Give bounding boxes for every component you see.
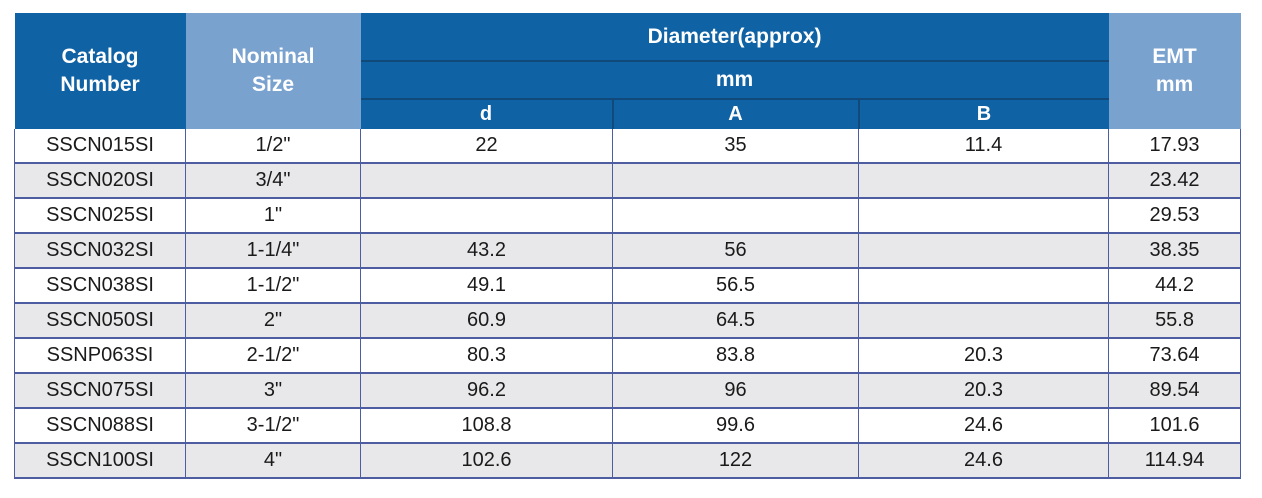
cell-catalog: SSCN015SI — [14, 129, 186, 164]
header-row-unit: mm — [15, 60, 1241, 99]
cell-d: 43.2 — [360, 233, 613, 269]
cell-b — [857, 198, 1109, 234]
cell-size: 1-1/4" — [185, 233, 361, 269]
cell-emt: 17.93 — [1108, 129, 1242, 164]
cell-d: 96.2 — [360, 373, 613, 409]
cell-b: 20.3 — [857, 338, 1109, 374]
cell-catalog: SSCN038SI — [14, 268, 186, 304]
cell-size: 2" — [185, 303, 361, 339]
cell-emt: 114.94 — [1108, 443, 1242, 479]
header-emt-label: EMT mm — [1152, 45, 1197, 96]
cell-a: 96 — [612, 373, 859, 409]
cell-a: 35 — [612, 129, 859, 164]
table-row: SSCN015SI 1/2" 22 35 11.4 17.93 — [14, 129, 1242, 164]
table-row: SSCN025SI 1" 29.53 — [14, 198, 1242, 234]
header-diameter-unit: mm — [360, 60, 1109, 99]
cell-catalog: SSNP063SI — [14, 338, 186, 374]
cell-d: 102.6 — [360, 443, 613, 479]
cell-size: 1/2" — [185, 129, 361, 164]
cell-size: 3" — [185, 373, 361, 409]
cell-emt: 73.64 — [1108, 338, 1242, 374]
cell-b — [857, 268, 1109, 304]
table-row: SSCN075SI 3" 96.2 96 20.3 89.54 — [14, 373, 1242, 409]
cell-b — [857, 303, 1109, 339]
header-diameter-group: Diameter(approx) — [360, 13, 1109, 61]
cell-size: 3/4" — [185, 163, 361, 199]
cell-d: 80.3 — [360, 338, 613, 374]
cell-a — [612, 163, 859, 199]
header-nominal-size-label: Nominal Size — [231, 45, 315, 96]
table-row: SSCN050SI 2" 60.9 64.5 55.8 — [14, 303, 1242, 339]
table-row: SSCN100SI 4" 102.6 122 24.6 114.94 — [14, 443, 1242, 479]
header-row-subcolumns: d A B — [15, 98, 1241, 129]
cell-catalog: SSCN025SI — [14, 198, 186, 234]
cell-d: 108.8 — [360, 408, 613, 444]
header-sub-d: d — [360, 98, 613, 129]
header-catalog-number-label: Catalog Number — [60, 45, 140, 96]
header-row-group: Catalog Number Nominal Size Diameter(app… — [14, 13, 1241, 129]
cell-size: 1" — [185, 198, 361, 234]
cell-emt: 44.2 — [1108, 268, 1242, 304]
table-row: SSCN020SI 3/4" 23.42 — [14, 163, 1242, 199]
header-sub-b: B — [857, 98, 1109, 129]
specification-table: Catalog Number Nominal Size Diameter(app… — [14, 13, 1242, 479]
cell-d: 49.1 — [360, 268, 613, 304]
cell-b: 24.6 — [857, 408, 1109, 444]
cell-catalog: SSCN032SI — [14, 233, 186, 269]
header-nominal-size: Nominal Size — [185, 13, 361, 129]
cell-catalog: SSCN020SI — [14, 163, 186, 199]
cell-b: 20.3 — [857, 373, 1109, 409]
cell-catalog: SSCN100SI — [14, 443, 186, 479]
cell-a: 99.6 — [612, 408, 859, 444]
cell-catalog: SSCN075SI — [14, 373, 186, 409]
header-sub-a: A — [611, 98, 859, 129]
cell-d — [360, 198, 613, 234]
cell-a: 64.5 — [612, 303, 859, 339]
cell-catalog: SSCN050SI — [14, 303, 186, 339]
cell-size: 2-1/2" — [185, 338, 361, 374]
header-catalog-number: Catalog Number — [14, 13, 186, 129]
table-row: SSCN088SI 3-1/2" 108.8 99.6 24.6 101.6 — [14, 408, 1242, 444]
cell-a: 122 — [612, 443, 859, 479]
cell-emt: 38.35 — [1108, 233, 1242, 269]
cell-emt: 23.42 — [1108, 163, 1242, 199]
cell-d: 22 — [360, 129, 613, 164]
cell-b — [857, 233, 1109, 269]
cell-a — [612, 198, 859, 234]
cell-d — [360, 163, 613, 199]
table-row: SSCN038SI 1-1/2" 49.1 56.5 44.2 — [14, 268, 1242, 304]
cell-d: 60.9 — [360, 303, 613, 339]
cell-size: 3-1/2" — [185, 408, 361, 444]
cell-emt: 89.54 — [1108, 373, 1242, 409]
cell-size: 1-1/2" — [185, 268, 361, 304]
cell-b — [857, 163, 1109, 199]
specification-table-wrap: Catalog Number Nominal Size Diameter(app… — [14, 13, 1242, 479]
cell-b: 11.4 — [857, 129, 1109, 164]
cell-emt: 55.8 — [1108, 303, 1242, 339]
cell-emt: 29.53 — [1108, 198, 1242, 234]
cell-a: 83.8 — [612, 338, 859, 374]
table-row: SSCN032SI 1-1/4" 43.2 56 38.35 — [14, 233, 1242, 269]
header-emt: EMT mm — [1108, 13, 1241, 129]
cell-b: 24.6 — [857, 443, 1109, 479]
cell-catalog: SSCN088SI — [14, 408, 186, 444]
cell-a: 56 — [612, 233, 859, 269]
table-row: SSNP063SI 2-1/2" 80.3 83.8 20.3 73.64 — [14, 338, 1242, 374]
cell-emt: 101.6 — [1108, 408, 1242, 444]
cell-size: 4" — [185, 443, 361, 479]
cell-a: 56.5 — [612, 268, 859, 304]
